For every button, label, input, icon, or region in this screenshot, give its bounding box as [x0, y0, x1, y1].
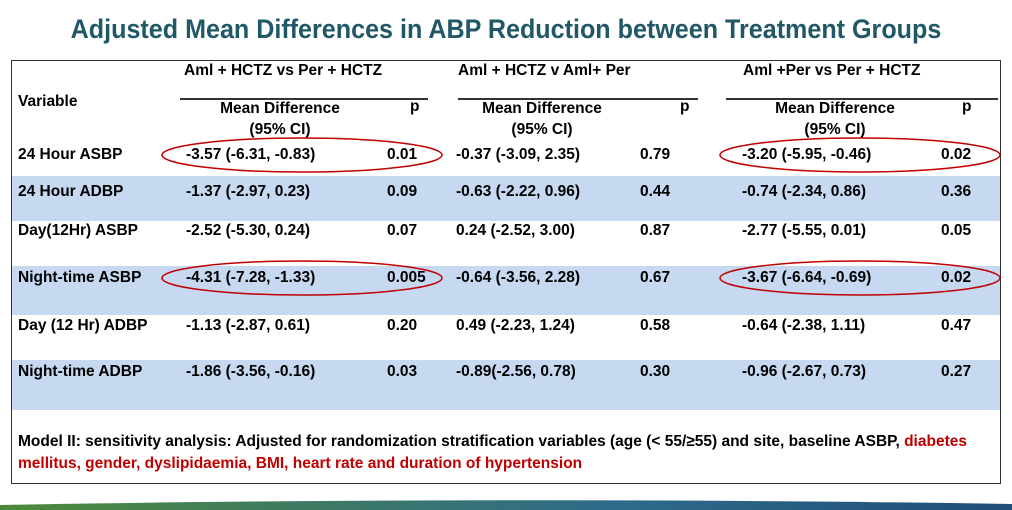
- row-4-variable: Day (12 Hr) ADBP: [18, 317, 148, 334]
- group-header-1: Aml + HCTZ vs Per + HCTZ: [184, 62, 383, 79]
- variable-header: Variable: [18, 93, 78, 110]
- row-4-p2: 0.58: [640, 317, 671, 334]
- md-header-1-line2: (95% CI): [249, 121, 311, 138]
- row-2-md1: -2.52 (-5.30, 0.24): [186, 222, 311, 239]
- row-0-md1: -3.57 (-6.31, -0.83): [186, 146, 316, 163]
- row-5-p1: 0.03: [387, 363, 418, 380]
- row-5-md2: -0.89(-2.56, 0.78): [456, 363, 576, 380]
- header-divider-1: [180, 98, 428, 100]
- row-2-p3: 0.05: [941, 222, 972, 239]
- row-5-md1: -1.86 (-3.56, -0.16): [186, 363, 316, 380]
- group-header-2: Aml + HCTZ v Aml+ Per: [458, 62, 631, 79]
- md-header-1-line1: Mean Difference: [220, 100, 340, 117]
- row-4-md2: 0.49 (-2.23, 1.24): [456, 317, 575, 334]
- row-4-p3: 0.47: [941, 317, 972, 334]
- row-5-p2: 0.30: [640, 363, 671, 380]
- row-2-p1: 0.07: [387, 222, 418, 239]
- row-band-night-adbp: [12, 360, 1001, 410]
- model-note-black: Model II: sensitivity analysis: Adjusted…: [18, 433, 905, 450]
- model-note-red: diabetes mellitus, gender, dyslipidaemia…: [18, 433, 967, 472]
- row-5-variable: Night-time ADBP: [18, 363, 143, 380]
- row-3-p1: 0.005: [387, 269, 426, 286]
- md-header-2-line1: Mean Difference: [482, 100, 602, 117]
- row-0-p2: 0.79: [640, 146, 671, 163]
- row-5-p3: 0.27: [941, 363, 972, 380]
- group-header-3: Aml +Per vs Per + HCTZ: [743, 62, 921, 79]
- md-header-2-line2: (95% CI): [511, 121, 573, 138]
- row-0-p3: 0.02: [941, 146, 972, 163]
- row-1-md1: -1.37 (-2.97, 0.23): [186, 183, 311, 200]
- row-3-md1: -4.31 (-7.28, -1.33): [186, 269, 316, 286]
- row-3-p2: 0.67: [640, 269, 671, 286]
- p-header-3: p: [962, 98, 972, 115]
- row-1-variable: 24 Hour ADBP: [18, 183, 124, 200]
- p-header-1: p: [410, 98, 420, 115]
- bottom-decoration: [0, 500, 1012, 510]
- row-3-variable: Night-time ASBP: [18, 269, 142, 286]
- row-4-p1: 0.20: [387, 317, 418, 334]
- row-5-md3: -0.96 (-2.67, 0.73): [742, 363, 867, 380]
- row-0-p1: 0.01: [387, 146, 418, 163]
- md-header-2: Mean Difference (95% CI): [464, 98, 620, 140]
- row-3-md2: -0.64 (-3.56, 2.28): [456, 269, 581, 286]
- row-2-md3: -2.77 (-5.55, 0.01): [742, 222, 867, 239]
- row-3-md3: -3.67 (-6.64, -0.69): [742, 269, 872, 286]
- row-2-p2: 0.87: [640, 222, 671, 239]
- row-2-variable: Day(12Hr) ASBP: [18, 222, 139, 239]
- md-header-1: Mean Difference (95% CI): [202, 98, 358, 140]
- md-header-3-line1: Mean Difference: [775, 100, 895, 117]
- row-3-p3: 0.02: [941, 269, 972, 286]
- row-1-md3: -0.74 (-2.34, 0.86): [742, 183, 867, 200]
- row-1-p3: 0.36: [941, 183, 972, 200]
- row-4-md3: -0.64 (-2.38, 1.11): [742, 317, 866, 334]
- row-1-p2: 0.44: [640, 183, 671, 200]
- row-1-md2: -0.63 (-2.22, 0.96): [456, 183, 581, 200]
- row-0-md2: -0.37 (-3.09, 2.35): [456, 146, 581, 163]
- header-divider-2: [458, 98, 698, 100]
- page-title: Adjusted Mean Differences in ABP Reducti…: [70, 14, 942, 44]
- row-0-md3: -3.20 (-5.95, -0.46): [742, 146, 872, 163]
- row-1-p1: 0.09: [387, 183, 418, 200]
- row-band-24h-adbp: [12, 176, 1001, 221]
- model-note: Model II: sensitivity analysis: Adjusted…: [18, 431, 993, 475]
- p-header-2: p: [680, 98, 690, 115]
- row-2-md2: 0.24 (-2.52, 3.00): [456, 222, 575, 239]
- row-4-md1: -1.13 (-2.87, 0.61): [186, 317, 311, 334]
- md-header-3: Mean Difference (95% CI): [757, 98, 913, 140]
- row-0-variable: 24 Hour ASBP: [18, 146, 123, 163]
- md-header-3-line2: (95% CI): [804, 121, 866, 138]
- header-divider-3: [726, 98, 998, 100]
